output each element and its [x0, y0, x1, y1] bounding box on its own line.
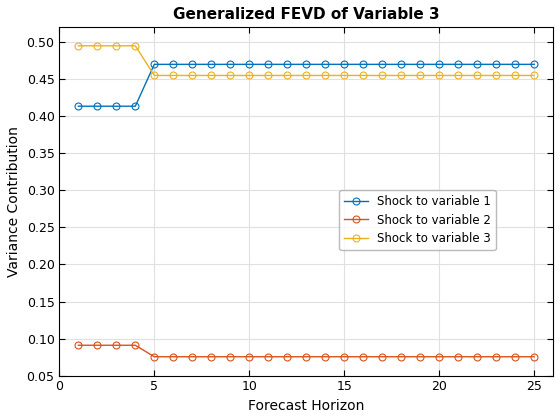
Shock to variable 2 — [94, 343, 101, 348]
Shock to variable 2 — [436, 354, 442, 359]
Shock to variable 3 — [417, 73, 423, 78]
Shock to variable 3 — [227, 73, 234, 78]
Shock to variable 2 — [303, 354, 310, 359]
Shock to variable 1 — [417, 62, 423, 67]
Shock to variable 3 — [455, 73, 461, 78]
Shock to variable 1 — [493, 62, 500, 67]
Shock to variable 3 — [303, 73, 310, 78]
Shock to variable 1 — [474, 62, 480, 67]
Shock to variable 1 — [341, 62, 348, 67]
Shock to variable 2 — [341, 354, 348, 359]
Shock to variable 2 — [284, 354, 291, 359]
Shock to variable 1 — [322, 62, 329, 67]
Shock to variable 2 — [474, 354, 480, 359]
Shock to variable 1 — [398, 62, 404, 67]
Shock to variable 1 — [94, 104, 101, 109]
Shock to variable 1 — [151, 62, 158, 67]
Shock to variable 3 — [151, 73, 158, 78]
Shock to variable 3 — [531, 73, 538, 78]
Shock to variable 3 — [94, 43, 101, 48]
Shock to variable 2 — [208, 354, 214, 359]
Shock to variable 1 — [284, 62, 291, 67]
Shock to variable 2 — [360, 354, 367, 359]
Shock to variable 1 — [265, 62, 272, 67]
Shock to variable 3 — [246, 73, 253, 78]
Shock to variable 3 — [284, 73, 291, 78]
Shock to variable 1 — [436, 62, 442, 67]
Shock to variable 3 — [379, 73, 385, 78]
Shock to variable 1 — [75, 104, 82, 109]
Shock to variable 2 — [113, 343, 120, 348]
Shock to variable 2 — [132, 343, 139, 348]
Shock to variable 2 — [322, 354, 329, 359]
Shock to variable 3 — [474, 73, 480, 78]
Shock to variable 3 — [170, 73, 176, 78]
Shock to variable 3 — [436, 73, 442, 78]
Shock to variable 1 — [531, 62, 538, 67]
Y-axis label: Variance Contribution: Variance Contribution — [7, 126, 21, 277]
Shock to variable 1 — [455, 62, 461, 67]
Shock to variable 1 — [246, 62, 253, 67]
Shock to variable 1 — [189, 62, 195, 67]
Shock to variable 1 — [360, 62, 367, 67]
X-axis label: Forecast Horizon: Forecast Horizon — [248, 399, 365, 413]
Shock to variable 3 — [360, 73, 367, 78]
Line: Shock to variable 3: Shock to variable 3 — [75, 42, 538, 79]
Shock to variable 2 — [531, 354, 538, 359]
Shock to variable 1 — [170, 62, 176, 67]
Shock to variable 2 — [417, 354, 423, 359]
Shock to variable 2 — [398, 354, 404, 359]
Shock to variable 1 — [227, 62, 234, 67]
Shock to variable 1 — [113, 104, 120, 109]
Shock to variable 3 — [132, 43, 139, 48]
Shock to variable 3 — [189, 73, 195, 78]
Shock to variable 1 — [512, 62, 519, 67]
Shock to variable 2 — [455, 354, 461, 359]
Shock to variable 3 — [322, 73, 329, 78]
Shock to variable 3 — [341, 73, 348, 78]
Shock to variable 2 — [493, 354, 500, 359]
Shock to variable 2 — [75, 343, 82, 348]
Shock to variable 3 — [113, 43, 120, 48]
Shock to variable 2 — [512, 354, 519, 359]
Line: Shock to variable 2: Shock to variable 2 — [75, 342, 538, 360]
Line: Shock to variable 1: Shock to variable 1 — [75, 61, 538, 110]
Shock to variable 3 — [398, 73, 404, 78]
Shock to variable 1 — [132, 104, 139, 109]
Shock to variable 1 — [303, 62, 310, 67]
Legend: Shock to variable 1, Shock to variable 2, Shock to variable 3: Shock to variable 1, Shock to variable 2… — [339, 190, 496, 250]
Title: Generalized FEVD of Variable 3: Generalized FEVD of Variable 3 — [173, 7, 440, 22]
Shock to variable 3 — [493, 73, 500, 78]
Shock to variable 3 — [208, 73, 214, 78]
Shock to variable 1 — [208, 62, 214, 67]
Shock to variable 2 — [379, 354, 385, 359]
Shock to variable 3 — [512, 73, 519, 78]
Shock to variable 2 — [265, 354, 272, 359]
Shock to variable 2 — [246, 354, 253, 359]
Shock to variable 1 — [379, 62, 385, 67]
Shock to variable 2 — [189, 354, 195, 359]
Shock to variable 2 — [170, 354, 176, 359]
Shock to variable 2 — [227, 354, 234, 359]
Shock to variable 3 — [75, 43, 82, 48]
Shock to variable 3 — [265, 73, 272, 78]
Shock to variable 2 — [151, 354, 158, 359]
